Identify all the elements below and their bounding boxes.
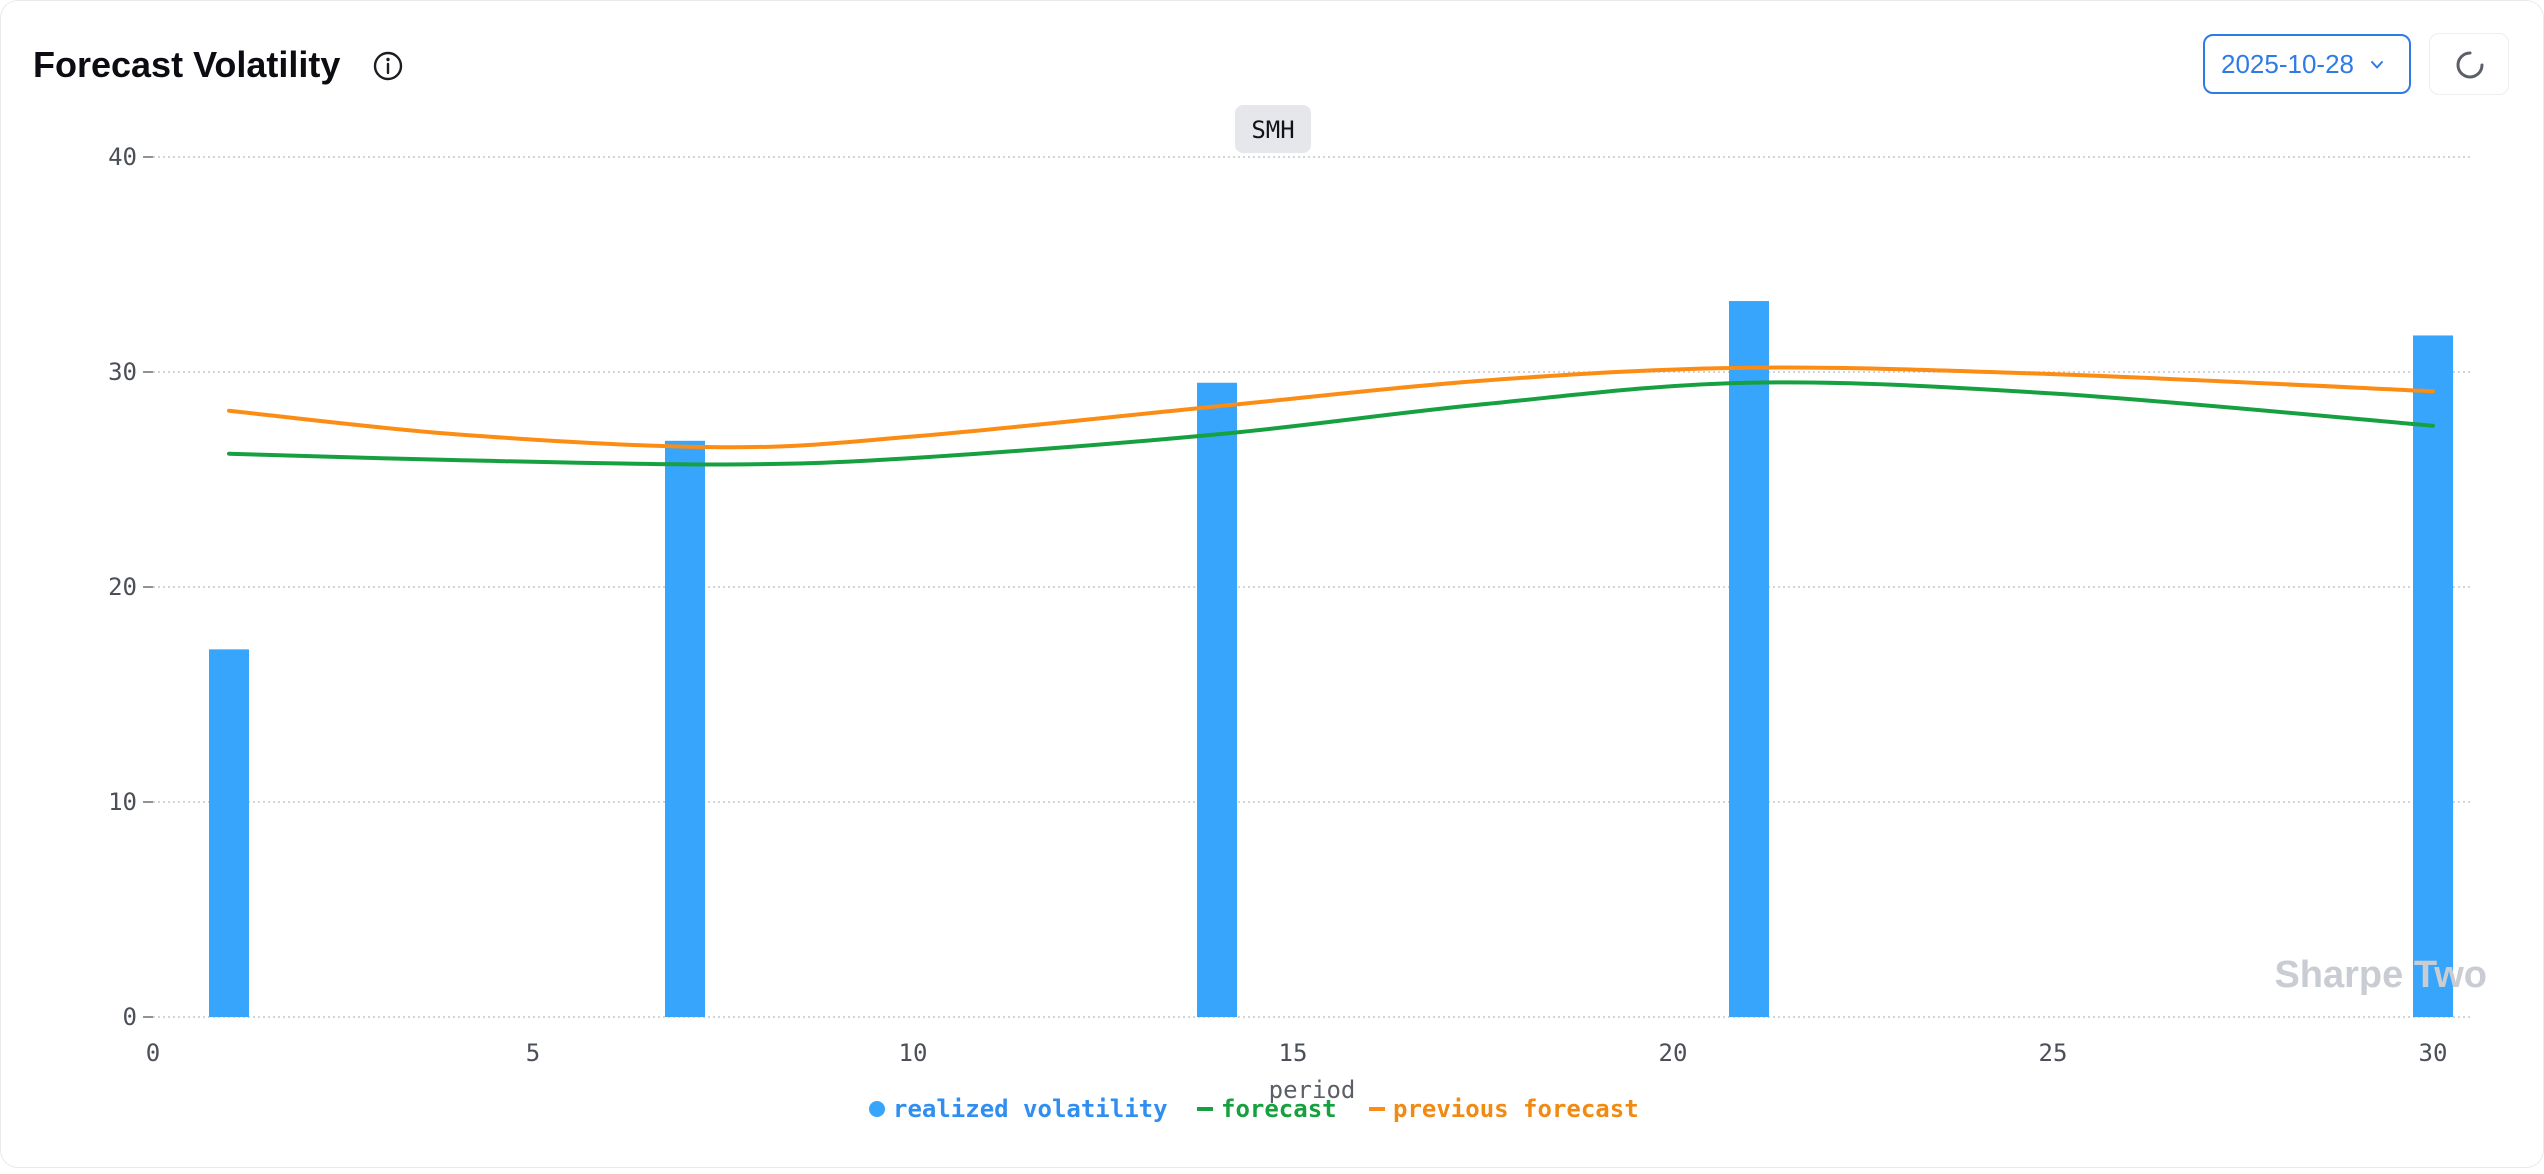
x-tick-label: 25: [2039, 1039, 2068, 1067]
date-select[interactable]: 2025-10-28: [2203, 34, 2411, 94]
y-tick-label: 0: [123, 1003, 137, 1031]
x-axis-label: period: [1269, 1076, 1356, 1104]
x-tick-label: 15: [1279, 1039, 1308, 1067]
bar-realized-volatility[interactable]: [209, 649, 249, 1017]
bar-realized-volatility[interactable]: [1729, 301, 1769, 1017]
y-tick-label: 30: [108, 358, 137, 386]
bar-realized-volatility[interactable]: [2413, 335, 2453, 1017]
date-select-value: 2025-10-28: [2221, 48, 2354, 79]
y-tick-label: 40: [108, 143, 137, 171]
x-tick-label: 10: [899, 1039, 928, 1067]
chart-area: 0 10 20 30 40 0 5 10 15 20 25 30 SMH period Sharpe Two…: [1, 101, 2544, 1169]
watermark-text: Sharpe Two: [2274, 954, 2487, 996]
legend-marker-realized-volatility: [869, 1101, 885, 1117]
y-tick-label: 20: [108, 573, 137, 601]
line-previous-forecast[interactable]: [227, 365, 2435, 450]
x-tick-label: 5: [526, 1039, 540, 1067]
chart-title-badge: [1235, 105, 1311, 153]
legend-label-forecast[interactable]: forecast: [1221, 1095, 1337, 1123]
chevron-down-icon: [2371, 61, 2383, 69]
volatility-chart: 0 10 20 30 40 0 5 10 15 20 25 30 SMH period Sharpe Two…: [108, 105, 2487, 1123]
y-tick-label: 10: [108, 788, 137, 816]
legend-label-previous-forecast[interactable]: previous forecast: [1393, 1095, 1639, 1123]
loading-spinner-icon: [2456, 51, 2484, 79]
bar-realized-volatility[interactable]: [1197, 382, 1237, 1017]
legend-label-realized-volatility[interactable]: realized volatility: [893, 1095, 1168, 1123]
line-forecast[interactable]: [227, 380, 2435, 467]
info-icon[interactable]: [371, 49, 405, 83]
x-tick-label: 30: [2419, 1039, 2448, 1067]
refresh-button[interactable]: [2429, 33, 2509, 95]
x-tick-label: 20: [1659, 1039, 1688, 1067]
bar-realized-volatility[interactable]: [665, 440, 705, 1017]
x-tick-label: 0: [146, 1039, 160, 1067]
page-title: Forecast Volatility: [33, 44, 341, 85]
chart-title: SMH: [1251, 116, 1294, 144]
